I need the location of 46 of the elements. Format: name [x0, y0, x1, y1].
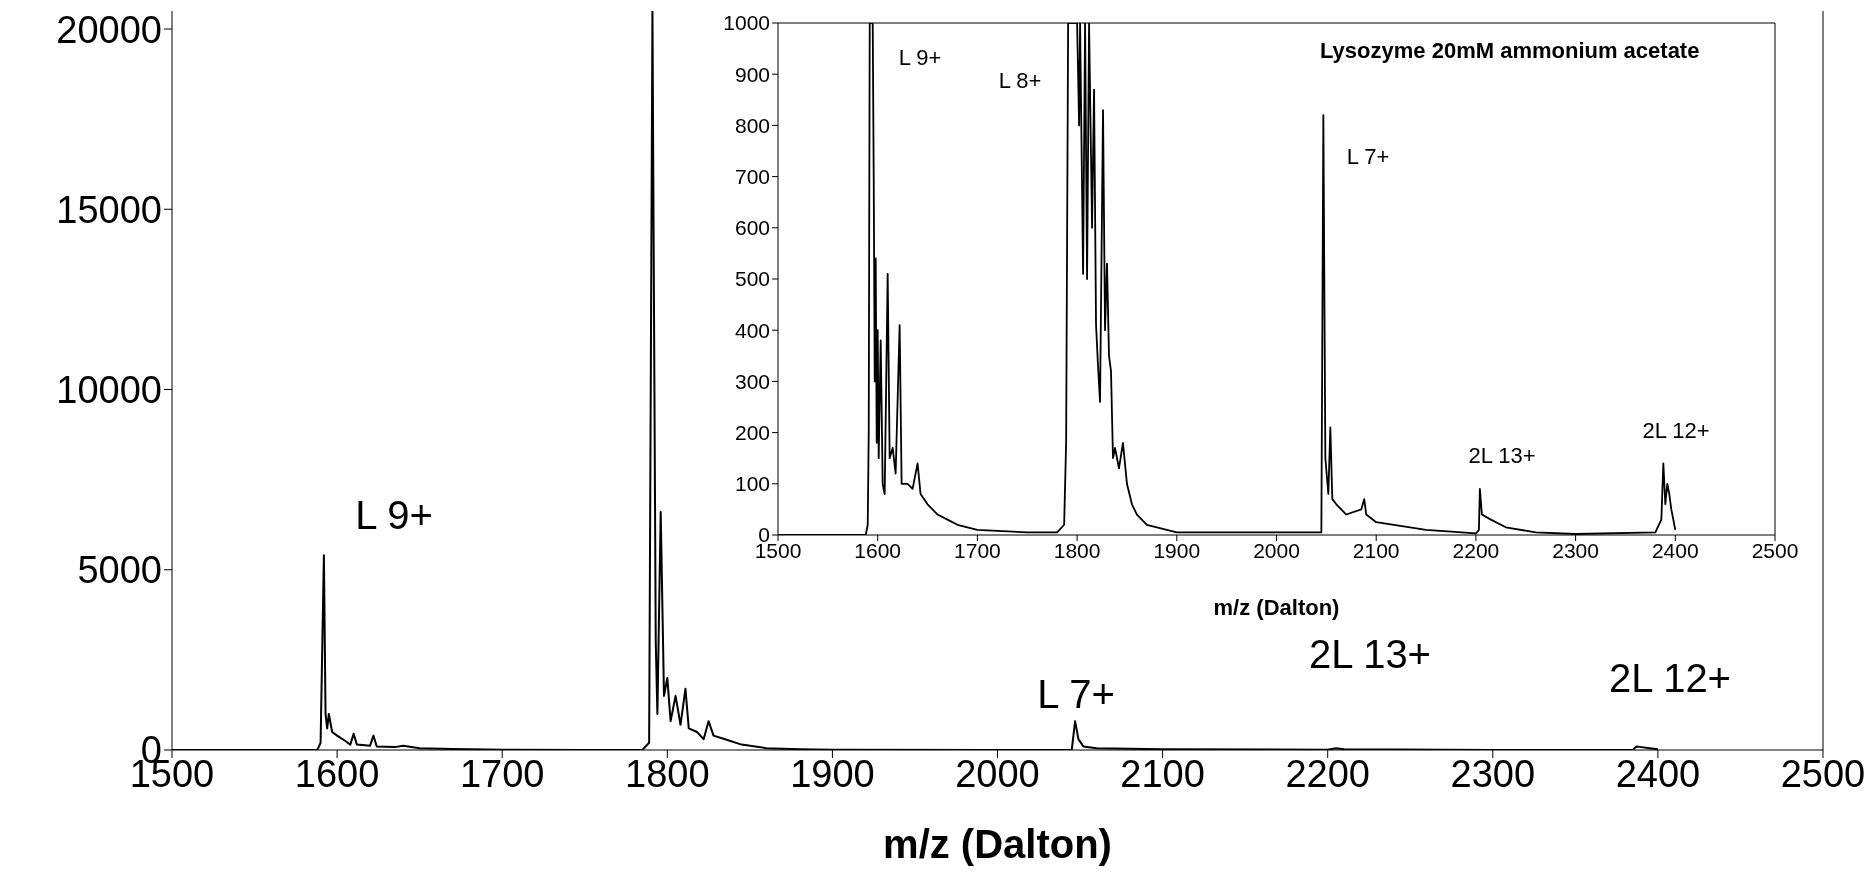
y-tick-label: 5000 [77, 549, 162, 592]
x-tick-label: 1900 [790, 752, 875, 795]
x-tick-label: 1600 [854, 538, 902, 562]
y-tick-label: 15000 [56, 188, 162, 231]
x-tick-label: 1900 [1153, 538, 1201, 562]
x-tick-label: 1800 [1053, 538, 1101, 562]
y-tick-label: 20000 [56, 8, 162, 51]
y-tick-label: 1000 [723, 11, 770, 35]
y-tick-label: 10000 [56, 369, 162, 411]
x-tick-label: 1700 [459, 752, 545, 795]
annotation: L 9+ [355, 492, 433, 538]
annotation: 2L 13+ [1309, 631, 1431, 677]
x-tick-label: 1600 [294, 752, 380, 795]
y-tick-label: 100 [734, 472, 770, 496]
annotation: L 7+ [1037, 671, 1115, 717]
x-tick-label: 2200 [1285, 752, 1370, 795]
x-tick-label: 2300 [1450, 752, 1536, 795]
x-tick-label: 2300 [1552, 538, 1599, 562]
annotation: L 8+ [998, 68, 1042, 94]
y-tick-label: 700 [734, 165, 770, 189]
x-tick-label: 2100 [1120, 752, 1205, 795]
annotation: L 9+ [898, 45, 942, 71]
y-tick-label: 600 [734, 216, 770, 240]
y-tick-label: 200 [734, 421, 770, 445]
y-tick-label: 300 [734, 369, 770, 393]
annotation: 2L 12+ [1642, 418, 1710, 444]
x-axis-title: m/z (Dalton) [1213, 595, 1340, 620]
x-tick-label: 2000 [1253, 538, 1300, 562]
text: Lysozyme 20mM ammonium acetate [1320, 38, 1700, 64]
x-tick-label: 2400 [1651, 538, 1699, 562]
x-tick-label: 2500 [1780, 752, 1866, 795]
x-tick-label: 2200 [1452, 538, 1500, 562]
x-tick-label: 2000 [955, 752, 1040, 795]
annotation: 2L 12+ [1609, 655, 1731, 701]
y-tick-label: 900 [734, 62, 770, 86]
x-axis-title: m/z (Dalton) [883, 822, 1112, 866]
y-tick-label: 500 [734, 267, 770, 291]
annotation: 2L 13+ [1468, 443, 1536, 469]
x-tick-label: 2400 [1615, 752, 1701, 795]
annotation: L 7+ [1346, 144, 1390, 170]
y-tick-label: 400 [734, 318, 770, 342]
x-tick-label: 1700 [954, 538, 1001, 562]
x-tick-label: 2100 [1352, 538, 1400, 562]
x-tick-label: 1800 [625, 752, 710, 795]
y-tick-label: 800 [734, 113, 770, 137]
x-tick-label: 2500 [1751, 538, 1799, 562]
